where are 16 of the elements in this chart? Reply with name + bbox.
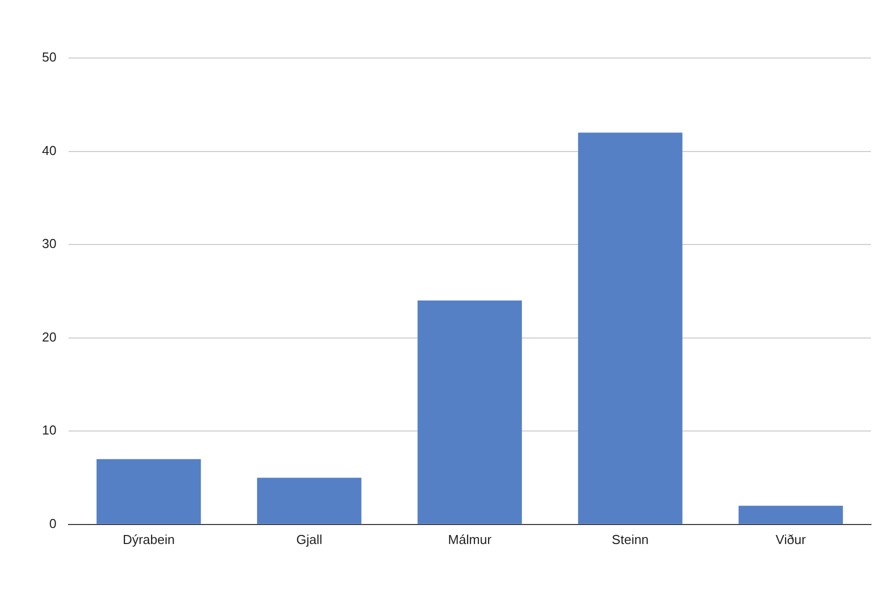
bar <box>257 478 362 524</box>
y-tick-label: 40 <box>42 142 56 158</box>
x-tick-label: Viður <box>776 532 806 547</box>
x-tick-label: Gjall <box>296 532 322 547</box>
y-tick-label: 20 <box>42 329 56 344</box>
bar <box>738 506 843 524</box>
y-tick-label: 30 <box>42 236 56 252</box>
y-tick-label: 0 <box>49 516 56 531</box>
bar <box>578 132 682 524</box>
bar <box>418 300 522 524</box>
x-tick-label: Málmur <box>448 532 492 547</box>
y-tick-label: 50 <box>42 50 56 65</box>
x-tick-label: Steinn <box>612 532 649 547</box>
x-tick-label: Dýrabein <box>122 532 175 547</box>
y-tick-label: 10 <box>42 422 56 438</box>
bar <box>96 459 201 524</box>
